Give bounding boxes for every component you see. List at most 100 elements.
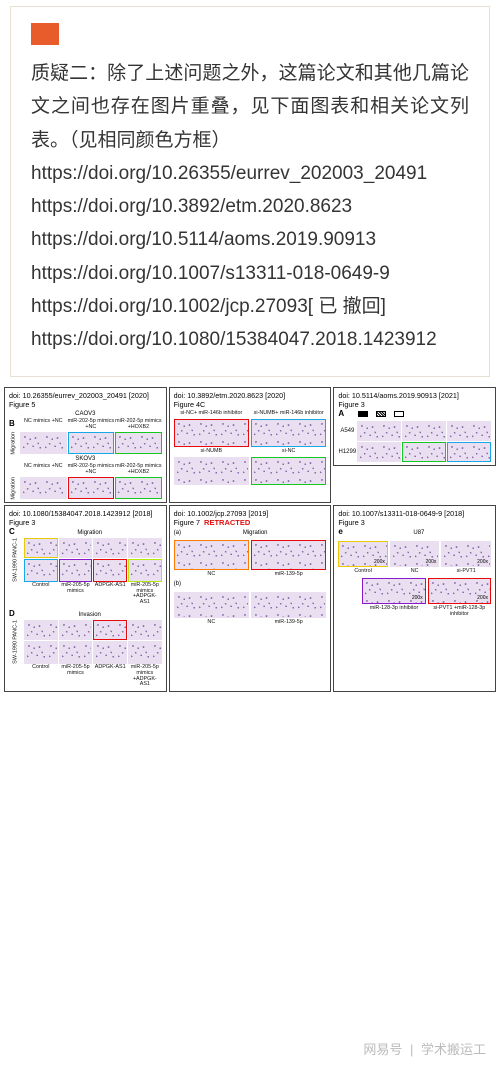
cell [20, 477, 67, 500]
cell [24, 641, 58, 664]
cell [115, 432, 162, 455]
p2-row2-0: si-NUMB [174, 449, 249, 455]
doi-link-6: https://doi.org/10.1080/15384047.2018.14… [31, 329, 437, 350]
cell [93, 538, 127, 558]
p1-rowlabel2: Migration [9, 477, 19, 500]
cell [174, 540, 249, 570]
panel5-mig: Migration [184, 530, 326, 538]
scale-label: 200x [412, 595, 423, 601]
cell [115, 477, 162, 500]
p2-col0: si-NC+ miR-146b inhibitor [174, 411, 249, 417]
p4-row1: SW-1990 [9, 559, 23, 582]
scale-label: 200x [374, 559, 385, 565]
p6-r2-1: si-PVT1 +miR-128-3p inhibitor [428, 606, 491, 618]
p5-col1b: miR-139-5p [251, 620, 326, 626]
cell [59, 620, 93, 640]
p6-ct1: NC [390, 569, 440, 575]
panel2-figure: Figure 4C [174, 400, 327, 409]
p6-r2-0: miR-128-3p inhibitor [362, 606, 425, 618]
footer-watermark: 网易号 | 学术搬运工 [359, 1038, 490, 1059]
scale-label: 200x [477, 595, 488, 601]
panel4-letterD: D [9, 609, 15, 619]
cell [174, 419, 249, 447]
p4-col2b: ADPGK-AS1 [93, 665, 127, 689]
p1-col2b: miR-202-5p mimics +HOXB2 [115, 464, 162, 476]
cell: 200x [428, 578, 491, 604]
p1-rowlabel: Migration [9, 432, 19, 455]
cell [357, 442, 401, 462]
question-paragraph: 质疑二：除了上述问题之外，这篇论文和其他几篇论文之间也存在图片重叠，见下面图表和… [31, 57, 469, 356]
panel5-header: doi: 10.1002/jcp.27093 [2019] [174, 509, 327, 518]
cell [251, 419, 326, 447]
cell [128, 538, 162, 558]
p4-row1b: SW-1990 [9, 641, 23, 664]
p2-col1: si-NUMB+ miR-146b inhibitor [251, 411, 326, 417]
p6-ct2: si-PVT1 [441, 569, 491, 575]
p1-col1: miR-202-5p mimics +NC [68, 419, 115, 431]
retracted-badge: RETRACTED [204, 518, 250, 527]
doi-link-3: https://doi.org/10.5114/aoms.2019.90913 [31, 229, 376, 250]
question-text-box: 质疑二：除了上述问题之外，这篇论文和其他几篇论文之间也存在图片重叠，见下面图表和… [10, 6, 490, 377]
p5-col0: NC [174, 572, 249, 578]
cell [24, 620, 58, 640]
cell [251, 540, 326, 570]
panel-eurrev-fig5: doi: 10.26355/eurrev_202003_20491 [2020]… [4, 387, 167, 503]
p4-col2: ADPGK-AS1 [93, 583, 127, 607]
cell [24, 559, 58, 582]
cell: 200x [441, 541, 491, 567]
para-intro: 质疑二：除了上述问题之外，这篇论文和其他几篇论文之间也存在图片重叠，见下面图表和… [31, 63, 469, 151]
p4-row0b: PANC-1 [9, 620, 23, 640]
footer-right: 学术搬运工 [421, 1042, 486, 1057]
p5-col0b: NC [174, 620, 249, 626]
accent-block [31, 23, 59, 45]
cell [68, 477, 115, 500]
p4-col3b: miR-205-5p mimics +ADPGK-AS1 [128, 665, 162, 689]
p4-col0: Control [24, 583, 58, 607]
panel1-figure: Figure 5 [9, 400, 162, 409]
p1-col1b: miR-202-5p mimics +NC [68, 464, 115, 476]
cell [93, 559, 127, 582]
cell [128, 641, 162, 664]
cell [128, 620, 162, 640]
panel6-title: U87 [347, 530, 491, 538]
p2-row2-1: si-NC [251, 449, 326, 455]
p5-col1: miR-139-5p [251, 572, 326, 578]
cell: 200x [362, 578, 425, 604]
panel2-header: doi: 10.3892/etm.2020.8623 [2020] [174, 391, 327, 400]
panel6-header: doi: 10.1007/s13311-018-0649-9 [2018] [338, 509, 491, 518]
legend-swatches [358, 411, 404, 417]
figures-grid: doi: 10.26355/eurrev_202003_20491 [2020]… [0, 385, 500, 694]
cell [447, 421, 491, 441]
doi-link-4: https://doi.org/10.1007/s13311-018-0649-… [31, 263, 390, 284]
panel5-figure: Figure 7 [174, 518, 200, 527]
p3-row1: H1299 [338, 442, 356, 462]
cell [128, 559, 162, 582]
cell: 200x [338, 541, 388, 567]
p5-sub-b: (b) [174, 581, 327, 589]
scale-label: 200x [426, 559, 437, 565]
cell [68, 432, 115, 455]
cell [93, 620, 127, 640]
footer-left: 网易号 [363, 1042, 402, 1057]
p1-col0b: NC mimics +NC [20, 464, 67, 476]
panel-etm-fig4c: doi: 10.3892/etm.2020.8623 [2020] Figure… [169, 387, 332, 503]
doi-link-2: https://doi.org/10.3892/etm.2020.8623 [31, 196, 352, 217]
p4-col0b: Control [24, 665, 58, 689]
panel4-mig: Migration [18, 530, 162, 538]
swatch [358, 411, 368, 417]
panel-jcp-fig7: doi: 10.1002/jcp.27093 [2019] Figure 7 R… [169, 505, 332, 692]
p4-col1: miR-205-5p mimics [59, 583, 93, 607]
cell [251, 592, 326, 618]
cell [59, 641, 93, 664]
cell [174, 592, 249, 618]
footer-sep: | [410, 1042, 413, 1057]
p5-sub-a: (a) [174, 530, 181, 538]
panel1-letter: B [9, 419, 19, 431]
p1-col2: miR-202-5p mimics +HOXB2 [115, 419, 162, 431]
panel6-letter: e [338, 527, 342, 537]
p4-row0: PANC-1 [9, 538, 23, 558]
panel1-header: doi: 10.26355/eurrev_202003_20491 [2020] [9, 391, 162, 400]
panel4-letterC: C [9, 527, 15, 537]
panel6-figure: Figure 3 [338, 518, 491, 527]
p6-ct0: Control [338, 569, 388, 575]
